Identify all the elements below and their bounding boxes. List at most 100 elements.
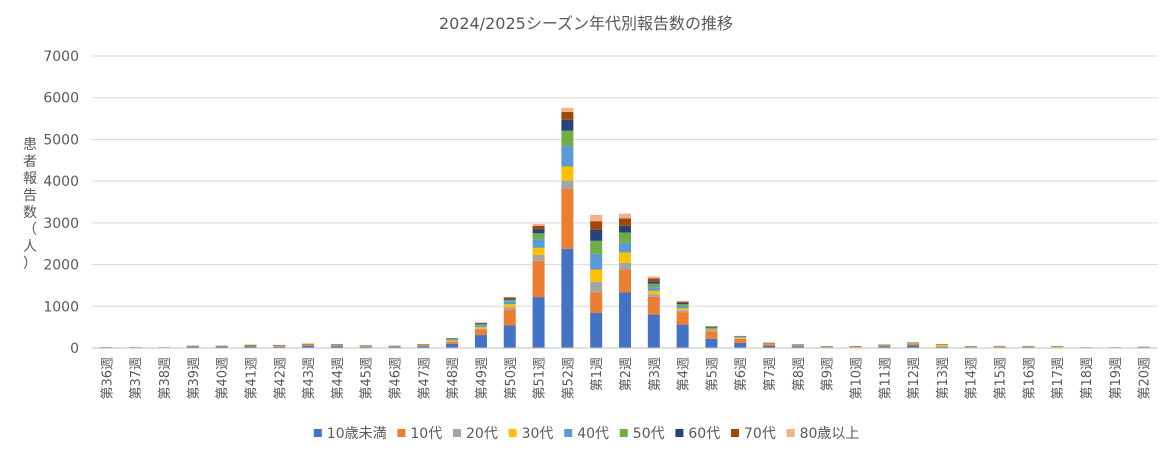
bar-segment [129, 346, 142, 348]
bar-segment [763, 343, 776, 345]
bar-segment [590, 253, 603, 270]
bar-segment [705, 329, 718, 331]
y-axis-label: 患者報告数（人） [23, 137, 37, 272]
bar-segment [532, 229, 545, 234]
bar-segment [503, 309, 516, 326]
y-tick-label: 1000 [43, 299, 79, 315]
bar-segment [676, 310, 689, 313]
legend-swatch [453, 429, 461, 437]
legend-label: 30代 [522, 426, 554, 442]
legend: 10歳未満 10代 20代 30代 40代 50代 60代 70代 80歳以上 [313, 426, 860, 442]
bar-segment [791, 344, 804, 345]
x-tick-label: 第45週 [360, 357, 375, 400]
x-tick-label: 第4週 [677, 357, 692, 391]
bar-segment [244, 346, 257, 348]
bar-segment [474, 323, 487, 325]
bar-segment [619, 242, 631, 253]
legend-label: 70代 [744, 426, 776, 442]
bar-segment [417, 345, 430, 347]
bar-segment [532, 260, 545, 298]
bar-segment [734, 337, 747, 339]
bar-segment [186, 345, 199, 346]
x-tick-label: 第18週 [1080, 357, 1095, 400]
bar-segment [619, 252, 631, 263]
bar-segment [532, 239, 545, 248]
bar-segment [878, 345, 891, 347]
bar-segment [791, 346, 804, 348]
bar-segment [935, 346, 948, 347]
bar-segment [561, 107, 574, 112]
bar-segment [849, 346, 862, 347]
bar-segment [734, 335, 747, 337]
x-tick-label: 第14週 [965, 357, 980, 400]
bar-segment [590, 312, 603, 348]
legend-swatch [397, 429, 406, 437]
bar-segment [474, 335, 487, 348]
y-tick-label: 0 [70, 341, 79, 357]
bar-segment [532, 247, 545, 255]
bar-segment [446, 338, 459, 339]
bar-segment [446, 340, 459, 342]
bar-segment [619, 218, 631, 226]
bar-segment [705, 327, 718, 329]
legend-label: 80歳以上 [800, 426, 860, 442]
bar-segment [647, 276, 660, 279]
x-tick-label: 第52週 [561, 357, 576, 400]
bar-segment [763, 344, 776, 346]
bar-segment [964, 345, 977, 347]
bar-segment [474, 327, 487, 329]
bar-segment [763, 343, 776, 344]
x-tick-label: 第47週 [417, 357, 432, 400]
bar-segment [446, 341, 459, 342]
bar-segment [474, 322, 487, 324]
bar-segment [647, 278, 660, 282]
x-tick-label: 第43週 [302, 357, 317, 400]
bar-segment [503, 299, 516, 302]
bar-segment [244, 344, 257, 345]
bar-segment [647, 314, 660, 348]
x-tick-label: 第48週 [446, 357, 461, 400]
legend-label: 50代 [633, 426, 665, 442]
bar-segment [734, 338, 747, 343]
bar-segment [907, 343, 920, 345]
bar-segment [302, 344, 315, 346]
x-tick-label: 第44週 [331, 357, 346, 400]
bar-segment [330, 346, 343, 348]
bar-segment [676, 324, 689, 348]
bar-segment [273, 345, 286, 347]
bar-segment [532, 233, 545, 240]
legend-swatch [675, 429, 684, 437]
legend-swatch [619, 429, 628, 437]
bar-segment [330, 344, 343, 346]
bar-segment [705, 330, 718, 332]
y-tick-label: 6000 [43, 91, 79, 107]
bar-segment [1051, 346, 1064, 348]
x-tick-label: 第13週 [936, 357, 951, 400]
bar-segment [532, 254, 545, 261]
legend-label: 60代 [688, 426, 720, 442]
bar-segment [359, 346, 372, 348]
bar-segment [503, 307, 516, 310]
bar-segment [763, 345, 776, 348]
bar-segment [561, 146, 574, 167]
x-axis-ticks: 第36週 第37週 第38週 第39週 第40週 第41週 第42週 第43週 第44週 第45週… [100, 357, 1152, 400]
bar-segment [791, 345, 804, 346]
x-tick-label: 第6週 [734, 357, 749, 391]
x-tick-label: 第2週 [619, 357, 634, 391]
bar-segment [619, 232, 631, 243]
bar-segment [561, 130, 574, 147]
bar-segment [1137, 347, 1150, 348]
bar-segment [590, 214, 603, 222]
bar-segment [1022, 345, 1035, 347]
bar-segment [590, 229, 603, 241]
bar-segment [705, 328, 718, 330]
bar-segment [907, 342, 920, 344]
bar-segment [676, 301, 689, 303]
bar-segment [532, 223, 545, 226]
bar-segment [878, 345, 891, 346]
x-tick-label: 第37週 [129, 357, 144, 400]
bar-segment [647, 283, 660, 288]
x-tick-label: 第17週 [1051, 357, 1066, 400]
bar-segment [993, 345, 1006, 347]
bar-segment [820, 345, 833, 347]
